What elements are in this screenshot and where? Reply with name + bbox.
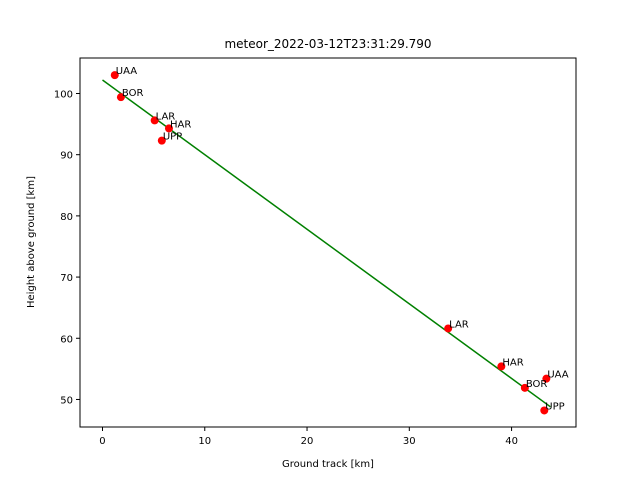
y-tick-label: 50 xyxy=(60,395,73,406)
y-tick-label: 70 xyxy=(60,273,73,284)
y-tick-label: 100 xyxy=(54,89,73,100)
data-point xyxy=(520,383,529,392)
x-tick-label: 30 xyxy=(403,436,416,447)
data-point xyxy=(150,116,159,125)
y-axis: 50 60 70 80 90 100 xyxy=(54,89,80,406)
y-axis-label: Height above ground [km] xyxy=(26,176,37,308)
x-tick-label: 0 xyxy=(99,436,105,447)
x-axis-label: Ground track [km] xyxy=(282,459,374,470)
data-point-label: LAR xyxy=(156,111,176,122)
y-tick-label: 60 xyxy=(60,334,73,345)
x-tick-label: 20 xyxy=(301,436,314,447)
y-tick-label: 90 xyxy=(60,151,73,162)
data-point-label: UPP xyxy=(545,401,564,412)
data-point xyxy=(542,374,551,383)
chart-title: meteor_2022-03-12T23:31:29.790 xyxy=(224,37,431,51)
data-point-label: UPP xyxy=(163,132,182,143)
data-point-label: UAA xyxy=(547,370,568,381)
data-point-label: HAR xyxy=(502,357,523,368)
x-tick-label: 40 xyxy=(505,436,518,447)
data-point xyxy=(157,136,166,145)
data-point xyxy=(540,406,549,415)
data-point-label: BOR xyxy=(526,379,548,390)
fit-line xyxy=(102,79,551,408)
data-point-label: LAR xyxy=(449,319,469,330)
x-tick-label: 10 xyxy=(198,436,211,447)
data-point-label: UAA xyxy=(116,66,137,77)
plot-frame xyxy=(79,57,577,428)
x-axis: 0 10 20 30 40 xyxy=(99,427,518,447)
data-point-label: HAR xyxy=(170,119,191,130)
data-point xyxy=(110,71,119,80)
data-point xyxy=(116,93,125,102)
y-tick-label: 80 xyxy=(60,212,73,223)
data-point xyxy=(444,324,453,333)
data-point xyxy=(497,362,506,371)
data-point xyxy=(164,124,173,133)
data-point-label: BOR xyxy=(122,88,144,99)
